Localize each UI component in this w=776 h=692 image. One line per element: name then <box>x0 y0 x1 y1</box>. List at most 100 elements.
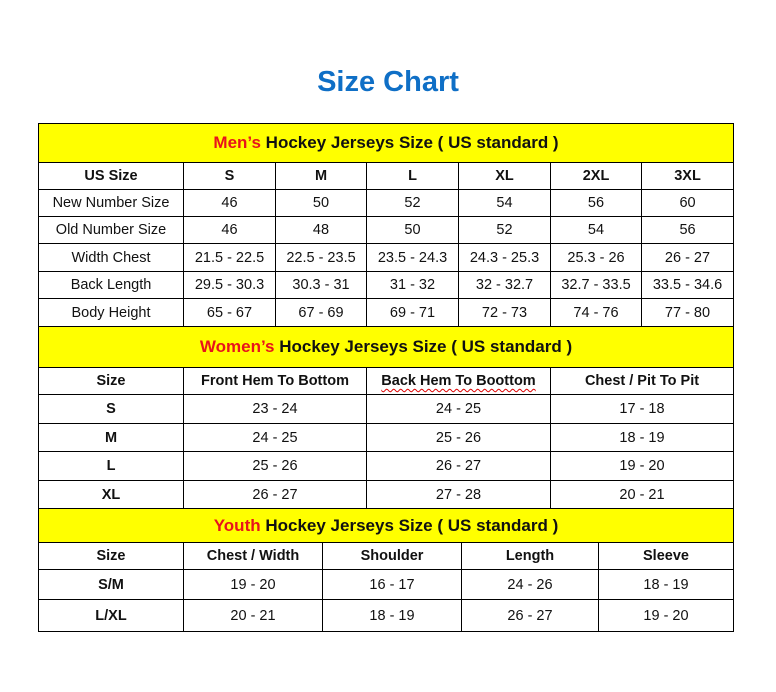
banner-highlight: Women’s <box>199 337 275 356</box>
column-header: Shoulder <box>322 542 462 570</box>
table-cell: 74 - 76 <box>550 298 642 327</box>
table-cell: 60 <box>640 189 735 217</box>
table-row: L/XL 20 - 21 18 - 19 26 - 27 19 - 20 <box>38 599 734 632</box>
table-cell: 24 - 25 <box>366 394 551 424</box>
column-header: Size <box>38 367 184 395</box>
row-label: Old Number Size <box>38 216 184 244</box>
table-row: Width Chest 21.5 - 22.5 22.5 - 23.5 23.5 - … <box>38 243 735 272</box>
table-cell: 56 <box>640 216 735 244</box>
column-header-text: Shoulder <box>360 548 424 564</box>
table-cell: 18 - 19 <box>598 569 734 600</box>
table-row: Old Number Size 46 48 50 52 54 56 <box>38 216 735 244</box>
column-header: XL <box>458 162 551 190</box>
table-cell: 50 <box>366 216 459 244</box>
column-header: Size <box>38 542 184 570</box>
column-header-text: Front Hem To Bottom <box>201 373 349 389</box>
column-header-text: 3XL <box>674 168 701 184</box>
column-header-text: US Size <box>84 168 138 184</box>
table-cell: 46 <box>183 216 276 244</box>
page-title: Size Chart <box>317 66 459 98</box>
column-header-text: Sleeve <box>643 548 689 564</box>
column-header: 2XL <box>550 162 642 190</box>
column-header-text: XL <box>495 168 514 184</box>
table-cell: 24.3 - 25.3 <box>458 243 551 272</box>
header-row: Size Front Hem To Bottom Back Hem To Boott… <box>38 367 735 395</box>
table-cell: 18 - 19 <box>322 599 462 632</box>
table-cell: 26 - 27 <box>183 480 367 509</box>
table-cell: 46 <box>183 189 276 217</box>
column-header-text: M <box>314 168 328 184</box>
table-cell: 48 <box>275 216 367 244</box>
column-header-text: S <box>224 168 235 184</box>
table-cell: 20 - 21 <box>549 480 735 509</box>
mens-size-table: Men’s Hockey Jerseys Size ( US standard … <box>37 123 735 327</box>
table-row: M 24 - 25 25 - 26 18 - 19 <box>38 423 735 452</box>
table-cell: 67 - 69 <box>275 298 367 327</box>
column-header-text: 2XL <box>582 168 610 184</box>
column-header: Chest / Width <box>183 542 323 570</box>
column-header: Sleeve <box>598 542 734 570</box>
row-label: Body Height <box>38 298 184 327</box>
table-cell: 23.5 - 24.3 <box>366 243 459 272</box>
table-row: S/M 19 - 20 16 - 17 24 - 26 18 - 19 <box>38 569 734 600</box>
row-label: L/XL <box>38 599 184 632</box>
table-cell: 22.5 - 23.5 <box>275 243 367 272</box>
banner-highlight: Youth <box>213 515 261 535</box>
table-cell: 24 - 26 <box>461 569 599 600</box>
table-row: Body Height 65 - 67 67 - 69 69 - 71 72 - 73 7… <box>38 298 735 327</box>
column-header-text: Size <box>96 373 126 389</box>
banner-text: Hockey Jerseys Size ( US standard ) <box>260 133 559 152</box>
table-cell: 30.3 - 31 <box>275 271 367 299</box>
banner-highlight: Men’s <box>213 133 261 152</box>
row-label: XL <box>38 480 184 509</box>
column-header-text: Length <box>505 548 555 564</box>
header-row: US Size S M L XL 2XL 3XL <box>38 162 735 190</box>
table-row: New Number Size 46 50 52 54 56 60 <box>38 189 735 217</box>
men-section-banner: Men’s Hockey Jerseys Size ( US standard … <box>37 123 735 163</box>
youth-size-table: Youth Hockey Jerseys Size ( US standard … <box>38 508 734 632</box>
women-section-banner: Women’s Hockey Jerseys Size ( US standar… <box>37 326 735 368</box>
row-label: L <box>38 451 184 481</box>
column-header-text: Chest / Width <box>206 548 300 564</box>
column-header-text: Back Hem To Boottom <box>381 373 536 389</box>
header-row: Size Chest / Width Shoulder Length Sleeve <box>38 542 734 570</box>
row-label: New Number Size <box>38 189 184 217</box>
column-header: L <box>366 162 459 190</box>
table-row: L 25 - 26 26 - 27 19 - 20 <box>38 451 735 481</box>
column-header: 3XL <box>640 162 735 190</box>
column-header: US Size <box>38 162 184 190</box>
column-header-text: L <box>408 168 417 184</box>
banner-text: Hockey Jerseys Size ( US standard ) <box>260 515 559 535</box>
table-cell: 17 - 18 <box>549 394 735 424</box>
table-cell: 20 - 21 <box>183 599 323 632</box>
column-header: Front Hem To Bottom <box>183 367 367 395</box>
table-cell: 54 <box>550 216 642 244</box>
table-cell: 25.3 - 26 <box>550 243 642 272</box>
table-cell: 29.5 - 30.3 <box>183 271 276 299</box>
table-cell: 19 - 20 <box>598 599 734 632</box>
table-cell: 25 - 26 <box>183 451 367 481</box>
table-cell: 18 - 19 <box>549 423 735 452</box>
column-header: Length <box>461 542 599 570</box>
table-cell: 33.5 - 34.6 <box>640 271 735 299</box>
womens-size-table: Women’s Hockey Jerseys Size ( US standar… <box>37 326 735 509</box>
table-cell: 26 - 27 <box>461 599 599 632</box>
banner-text: Hockey Jerseys Size ( US standard ) <box>274 337 573 356</box>
table-cell: 16 - 17 <box>322 569 462 600</box>
table-cell: 19 - 20 <box>183 569 323 600</box>
table-cell: 72 - 73 <box>458 298 551 327</box>
column-header: S <box>183 162 276 190</box>
table-cell: 32 - 32.7 <box>458 271 551 299</box>
table-cell: 19 - 20 <box>549 451 735 481</box>
table-cell: 31 - 32 <box>366 271 459 299</box>
table-cell: 50 <box>275 189 367 217</box>
table-cell: 32.7 - 33.5 <box>550 271 642 299</box>
table-cell: 56 <box>550 189 642 217</box>
table-cell: 21.5 - 22.5 <box>183 243 276 272</box>
table-row: S 23 - 24 24 - 25 17 - 18 <box>38 394 735 424</box>
row-label: S <box>38 394 184 424</box>
table-cell: 24 - 25 <box>183 423 367 452</box>
table-cell: 23 - 24 <box>183 394 367 424</box>
table-cell: 26 - 27 <box>640 243 735 272</box>
column-header: M <box>275 162 367 190</box>
